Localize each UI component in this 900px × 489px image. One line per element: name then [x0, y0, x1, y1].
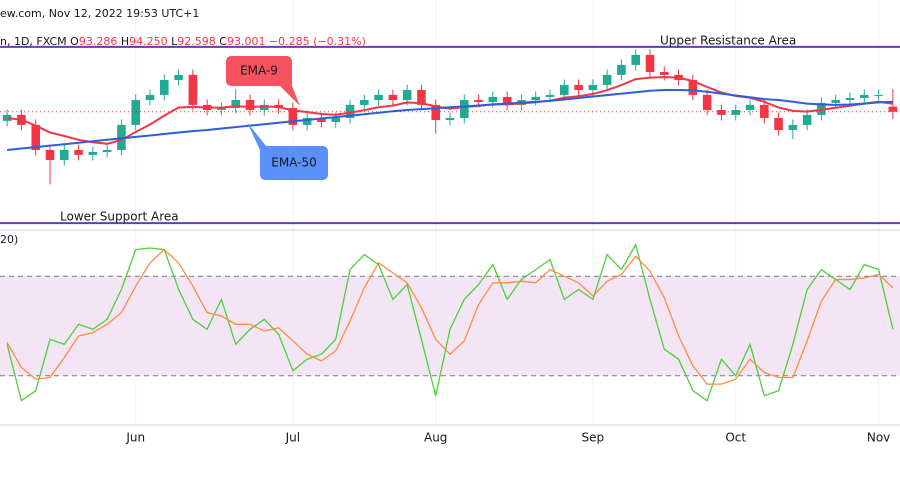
candle-body [745, 104, 755, 110]
candle-body [245, 100, 255, 110]
change: −0.285 (−0.31%) [269, 35, 366, 48]
candle-body [602, 74, 612, 85]
candle-body [845, 98, 855, 100]
candle-body [502, 96, 512, 105]
oscillator-band [0, 276, 900, 376]
candle-body [617, 64, 626, 75]
ohlc-label: C [219, 35, 227, 48]
candle-body [288, 108, 298, 125]
oscillator-bands [0, 275, 900, 377]
candle-body [788, 124, 798, 130]
candle-body [60, 150, 69, 160]
candle-body [174, 74, 183, 80]
candle-body [874, 94, 883, 96]
candle-body [888, 106, 898, 112]
header-ohlc: n, 1D, FXCM O93.286 H94.250 L92.598 C93.… [0, 35, 366, 48]
candle-body [388, 94, 398, 100]
candle-body [445, 118, 455, 120]
candle-body [774, 118, 783, 130]
candle-body [588, 84, 598, 90]
candle-body [802, 114, 812, 125]
symbol: n, 1D, FXCM [0, 35, 67, 48]
x-tick-label: Sep [582, 431, 605, 445]
candle-body [188, 74, 198, 105]
candle-body [345, 104, 355, 118]
candle-body [160, 80, 169, 95]
candle-body [702, 94, 712, 110]
candle-body [531, 96, 540, 100]
ema9-label: EMA-9 [240, 64, 278, 78]
header-source: ew.com, Nov 12, 2022 19:53 UTC+1 [0, 7, 199, 20]
ohlc-value: 94.250 [129, 35, 168, 48]
candle-body [374, 94, 383, 100]
oscillator-line [6, 242, 894, 402]
candle-body [31, 124, 40, 150]
level-label: Lower Support Area [60, 210, 179, 224]
candle-body [302, 118, 312, 125]
candle-body [417, 90, 426, 105]
candle-body [402, 90, 412, 100]
ema50-label: EMA-50 [271, 156, 316, 170]
ohlc-value: 93.001 [227, 35, 266, 48]
candle-body [102, 150, 112, 152]
candle-body [645, 54, 655, 72]
candle-body [431, 104, 440, 120]
oscillator-title: 20) [0, 233, 18, 246]
candle-body [331, 118, 340, 122]
candle-body [631, 54, 640, 65]
candle-body [145, 94, 155, 100]
candle-body [88, 152, 98, 155]
candle-body [688, 80, 698, 95]
plot [0, 45, 900, 402]
ohlc-value: 92.598 [177, 35, 216, 48]
ohlc-label: L [171, 35, 178, 48]
x-tick-label: Jul [285, 431, 300, 445]
candle-body [717, 110, 726, 115]
candle-body [217, 108, 226, 110]
ema50-callout [247, 122, 328, 180]
x-tick-label: Jun [125, 431, 145, 445]
candle-body [545, 94, 555, 97]
candle-body [574, 84, 583, 90]
candle-body [860, 94, 869, 98]
candle-body [660, 72, 669, 75]
candle-body [831, 100, 840, 103]
candle-body [360, 100, 369, 105]
ema9-callout [226, 56, 300, 106]
candle-body [488, 96, 498, 102]
x-tick-label: Aug [424, 431, 447, 445]
candle-body [460, 100, 469, 118]
ema-line [6, 89, 893, 151]
candle-body [731, 110, 740, 115]
candle-body [317, 118, 326, 122]
ohlc-label: O [70, 35, 79, 48]
x-tick-label: Nov [867, 431, 890, 445]
oscillator-line [6, 248, 894, 385]
candle-body [560, 84, 569, 95]
ohlc-value: 93.286 [79, 35, 118, 48]
ohlc-label: H [121, 35, 129, 48]
candle-body [45, 150, 55, 160]
level-label: Upper Resistance Area [660, 33, 796, 47]
candle-body [131, 100, 140, 125]
candle-body [474, 100, 483, 102]
x-tick-label: Oct [725, 431, 746, 445]
candle-body [74, 150, 83, 155]
candle-body [231, 100, 240, 108]
